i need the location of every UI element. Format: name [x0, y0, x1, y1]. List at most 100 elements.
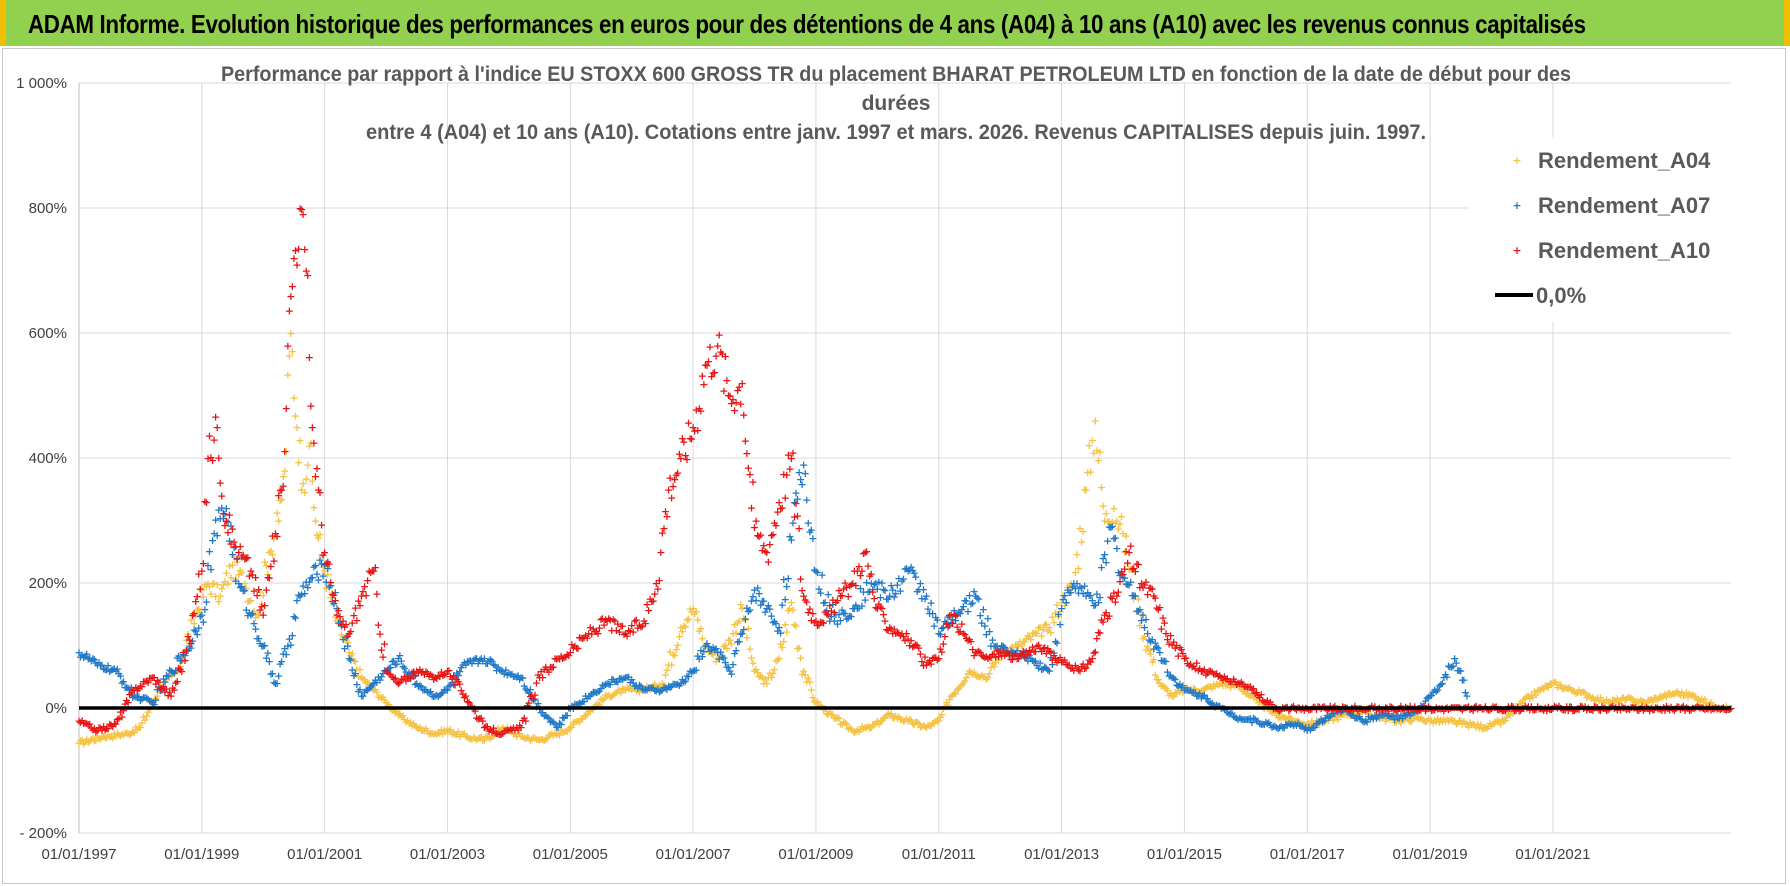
data-point-interp: + [910, 718, 919, 731]
data-point-interp: + [288, 629, 297, 642]
x-axis-ticks: 01/01/1997 01/01/1999 01/01/2001 01/01/2003… [41, 846, 1590, 863]
data-point-interp: + [976, 671, 985, 684]
data-point-interp: + [742, 447, 751, 460]
data-point-interp: + [695, 624, 704, 637]
data-point-interp: + [411, 719, 420, 732]
data-point-interp: + [785, 602, 794, 615]
data-point-interp: + [776, 626, 785, 639]
data-point-interp: + [209, 577, 218, 590]
data-point: + [639, 683, 648, 696]
data-point: + [922, 721, 931, 734]
data-point-interp: + [896, 713, 905, 726]
data-point-interp: + [388, 704, 397, 717]
data-point: + [124, 727, 133, 740]
data-point-interp: + [429, 728, 438, 741]
data-point-interp: + [185, 633, 194, 646]
data-point: + [154, 683, 163, 696]
data-point-interp: + [300, 486, 309, 499]
data-point-interp: + [827, 708, 836, 721]
data-point-interp: + [607, 690, 616, 703]
data-point-interp: + [156, 680, 165, 693]
data-point-interp: + [79, 737, 88, 750]
data-point-interp: + [365, 677, 374, 690]
data-point-interp: + [197, 583, 206, 596]
data-point-interp: + [624, 682, 633, 695]
data-point-interp: + [274, 669, 283, 682]
data-point-interp: + [94, 732, 103, 745]
data-point-interp: + [454, 725, 463, 738]
data-point-interp: + [423, 724, 432, 737]
data-point: + [311, 515, 320, 528]
data-point-interp: + [526, 734, 535, 747]
data-point-interp: + [208, 577, 217, 590]
x-tick-label: 01/01/2007 [656, 846, 731, 863]
data-point-interp: + [1055, 618, 1064, 631]
data-point-interp: + [193, 604, 202, 617]
data-point-interp: + [532, 733, 541, 746]
data-point-interp: + [543, 732, 552, 745]
data-point-interp: + [242, 582, 251, 595]
data-point-interp: + [85, 734, 94, 747]
data-point-interp: + [549, 729, 558, 742]
data-point-interp: + [243, 595, 252, 608]
data-point-interp: + [704, 646, 713, 659]
data-point-interp: + [90, 734, 99, 747]
data-point: + [299, 477, 308, 490]
data-point: + [701, 640, 710, 653]
data-point-interp: + [613, 684, 622, 697]
data-point-interp: + [306, 436, 315, 449]
data-point-interp: + [315, 528, 324, 541]
data-point-interp: + [897, 713, 906, 726]
data-point-interp: + [836, 717, 845, 730]
data-point-interp: + [151, 692, 160, 705]
y-tick-label: 800% [29, 200, 67, 217]
data-point-interp: + [747, 501, 756, 514]
data-point: + [584, 705, 593, 718]
data-point-interp: + [793, 510, 802, 523]
data-point-interp: + [983, 612, 992, 625]
data-point-interp: + [778, 641, 787, 654]
data-point-interp: + [515, 727, 524, 740]
data-point-interp: + [240, 584, 249, 597]
data-point-interp: + [552, 728, 561, 741]
data-point-interp: + [716, 649, 725, 662]
chart-frame: - 200% 0% 200% 400% 600% 800% 1 000% 01/01/199… [2, 48, 1786, 884]
data-point-interp: + [930, 716, 939, 729]
data-point: + [216, 590, 225, 603]
data-point-interp: + [850, 726, 859, 739]
data-point-interp: + [501, 724, 510, 737]
data-point-interp: + [271, 529, 280, 542]
data-point-interp: + [788, 603, 797, 616]
data-point-interp: + [147, 696, 156, 709]
data-point-interp: + [647, 680, 656, 693]
data-point-interp: + [414, 722, 423, 735]
data-point-interp: + [102, 732, 111, 745]
data-point: + [369, 683, 378, 696]
data-point-interp: + [371, 683, 380, 696]
data-point: + [713, 652, 722, 665]
data-point-interp: + [796, 652, 805, 665]
data-point-interp: + [533, 733, 542, 746]
data-point-interp: + [817, 568, 826, 581]
data-point-interp: + [771, 654, 780, 667]
data-point-interp: + [246, 594, 255, 607]
data-point: + [774, 652, 783, 665]
data-point: + [787, 533, 796, 546]
data-point-interp: + [404, 717, 413, 730]
data-point-interp: + [959, 677, 968, 690]
data-point-interp: + [664, 659, 673, 672]
data-point-interp: + [592, 698, 601, 711]
data-point-interp: + [581, 709, 590, 722]
data-point-interp: + [438, 727, 447, 740]
data-point-interp: + [656, 546, 665, 559]
data-point-interp: + [773, 654, 782, 667]
data-point-interp: + [315, 486, 324, 499]
data-point-interp: + [486, 732, 495, 745]
data-point-interp: + [942, 696, 951, 709]
data-point-interp: + [1126, 539, 1135, 552]
data-point-interp: + [319, 560, 328, 573]
data-point-interp: + [495, 725, 504, 738]
data-point-interp: + [300, 243, 309, 256]
data-point-interp: + [873, 714, 882, 727]
data-point-interp: + [755, 670, 764, 683]
